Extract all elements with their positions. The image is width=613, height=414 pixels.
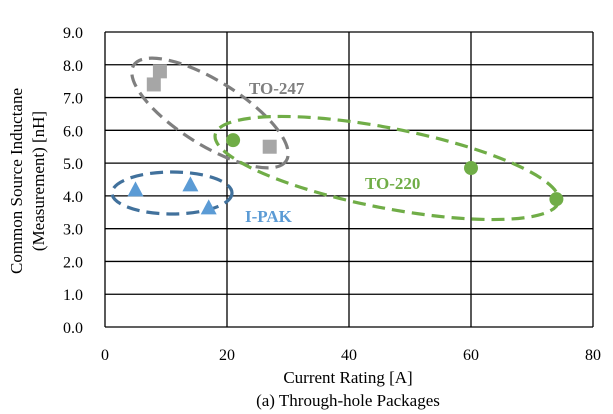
- series-labels: TO-247 TO-220 I-PAK: [245, 79, 420, 226]
- series-label-to-247: TO-247: [249, 79, 305, 98]
- data-points: [127, 64, 564, 215]
- y-axis-title-line-2: (Measurement) [nH]: [29, 111, 48, 251]
- data-point-to-220: [549, 192, 564, 207]
- data-point-to-220: [226, 133, 241, 148]
- tick-labels: 0.0 1.0 2.0 3.0 4.0 5.0 6.0 7.0 8.0 9.0 0 20 40 60 80: [63, 25, 601, 364]
- y-tick-label: 7.0: [63, 91, 83, 108]
- x-tick-label: 80: [585, 347, 601, 364]
- figure-caption: (a) Through-hole Packages: [256, 391, 440, 410]
- x-tick-label: 20: [219, 347, 235, 364]
- x-tick-label: 60: [463, 347, 479, 364]
- data-point-i-pak: [200, 199, 217, 215]
- group-ellipse-to-247: [130, 56, 290, 170]
- y-tick-label: 6.0: [63, 123, 83, 140]
- data-point-to-247: [146, 77, 161, 92]
- y-tick-label: 8.0: [63, 58, 83, 75]
- data-point-to-247: [152, 64, 167, 79]
- data-point-i-pak: [127, 181, 144, 197]
- y-tick-label: 5.0: [63, 156, 83, 173]
- y-tick-label: 3.0: [63, 222, 83, 239]
- series-label-i-pak: I-PAK: [245, 207, 293, 226]
- data-point-i-pak: [182, 176, 199, 192]
- grid-lines: [104, 31, 594, 328]
- data-point-to-220: [464, 161, 478, 176]
- data-point-to-247: [262, 139, 277, 154]
- y-tick-label: 1.0: [63, 287, 83, 304]
- x-tick-label: 40: [341, 347, 357, 364]
- x-axis-title: Current Rating [A]: [283, 368, 412, 387]
- y-tick-label: 4.0: [63, 189, 83, 206]
- y-axis-title-line-1: Common Source Inductane: [7, 88, 26, 274]
- group-ellipses: [110, 56, 561, 222]
- y-tick-label: 9.0: [63, 25, 83, 42]
- x-tick-label: 0: [101, 347, 109, 364]
- y-tick-label: 2.0: [63, 254, 83, 271]
- group-ellipse-i-pak: [110, 170, 234, 216]
- series-label-to-220: TO-220: [365, 174, 420, 193]
- y-tick-label: 0.0: [63, 320, 83, 337]
